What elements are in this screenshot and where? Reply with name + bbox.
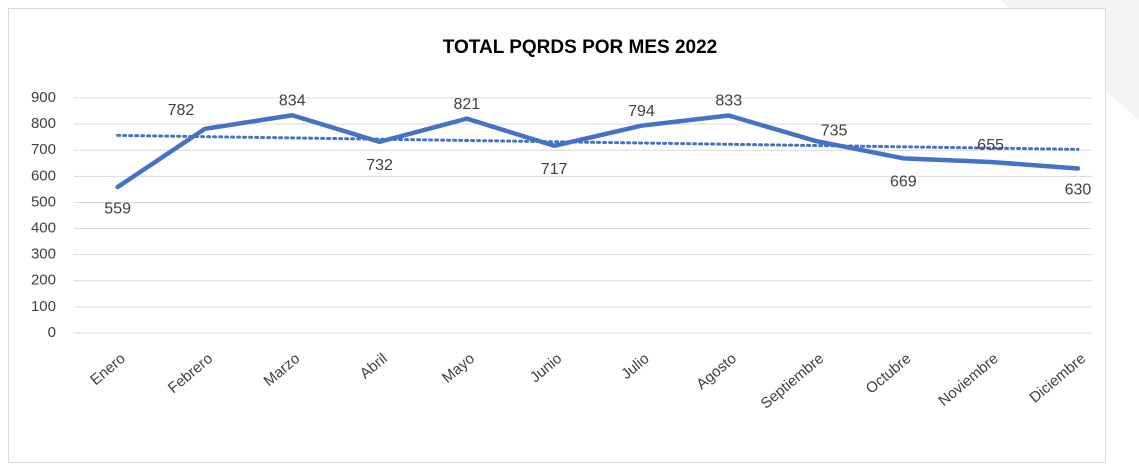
data-label: 717	[541, 161, 568, 178]
y-tick-label: 0	[48, 324, 56, 341]
data-line	[115, 112, 1081, 190]
y-tick-label: 200	[31, 272, 56, 289]
chart-title: TOTAL PQRDS POR MES 2022	[443, 37, 718, 58]
data-label: 821	[453, 96, 480, 113]
data-label: 732	[366, 157, 393, 174]
data-label: 735	[821, 122, 848, 139]
data-label: 630	[1065, 182, 1092, 199]
data-label: 655	[977, 137, 1004, 154]
y-tick-label: 500	[31, 193, 56, 210]
trend-line	[116, 133, 1080, 151]
y-tick-label: 300	[31, 246, 56, 263]
data-label: 794	[628, 103, 655, 120]
data-label: 782	[168, 102, 195, 119]
data-label: 669	[890, 174, 917, 191]
data-label: 833	[715, 93, 742, 110]
y-tick-label: 100	[31, 298, 56, 315]
y-tick-label: 400	[31, 220, 56, 237]
chart-border	[8, 8, 1106, 463]
y-tick-label: 800	[31, 115, 56, 132]
data-label: 834	[279, 92, 306, 109]
y-tick-label: 600	[31, 167, 56, 184]
y-tick-label: 700	[31, 141, 56, 158]
y-tick-label: 900	[31, 89, 56, 106]
data-label: 559	[104, 200, 131, 217]
